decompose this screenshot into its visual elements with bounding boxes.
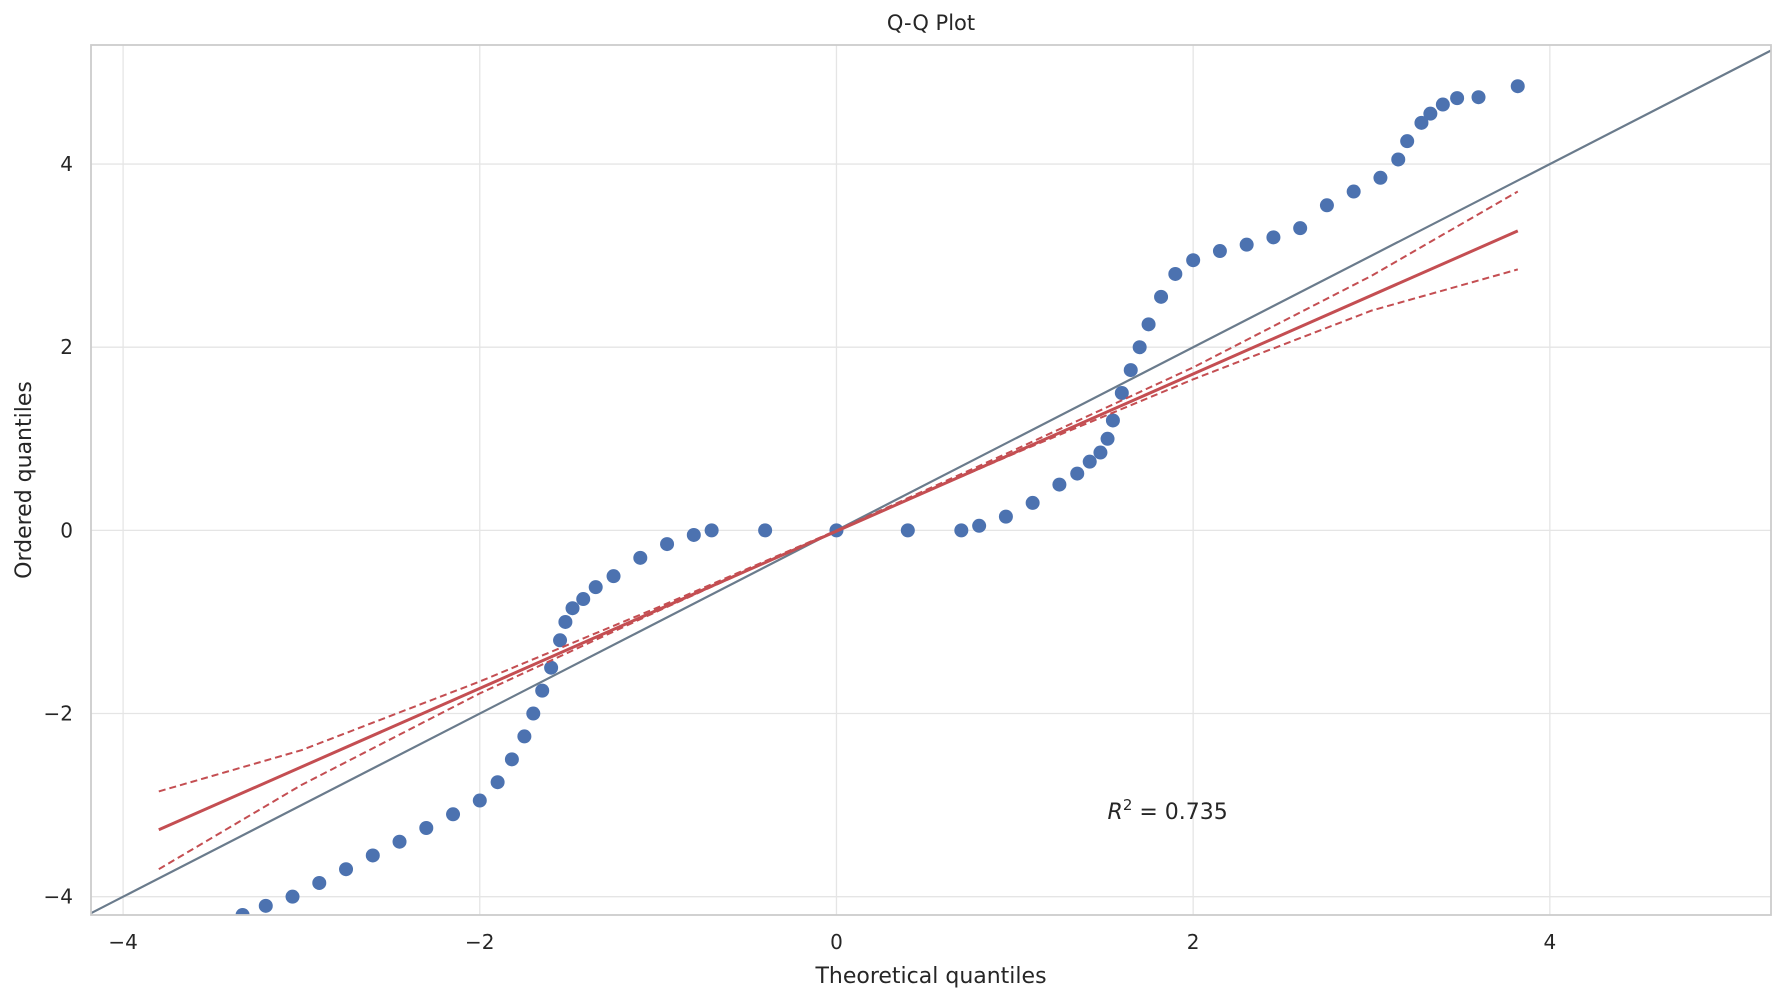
data-point xyxy=(1154,289,1169,304)
data-point xyxy=(1435,97,1450,112)
confidence-band-upper xyxy=(158,190,1519,793)
data-point xyxy=(419,821,434,835)
grid xyxy=(91,45,1771,915)
y-tick-label: −4 xyxy=(44,885,73,909)
y-tick-label: 0 xyxy=(60,518,73,542)
data-point xyxy=(1510,79,1525,94)
data-point xyxy=(1025,495,1040,510)
data-point xyxy=(446,807,461,822)
fit-line xyxy=(158,229,1519,832)
data-point xyxy=(1100,431,1115,446)
y-tick-label: 2 xyxy=(60,335,73,359)
data-point xyxy=(565,601,580,616)
data-point xyxy=(235,908,250,915)
data-point xyxy=(1093,445,1108,460)
data-point xyxy=(660,537,675,552)
data-point xyxy=(535,683,550,698)
data-point xyxy=(998,509,1013,524)
data-point xyxy=(900,523,915,538)
data-point xyxy=(1123,363,1138,378)
data-point xyxy=(758,523,773,538)
data-point xyxy=(544,660,559,675)
data-point xyxy=(1266,230,1281,245)
data-point xyxy=(633,550,648,565)
data-point xyxy=(1373,170,1388,185)
data-point xyxy=(1239,237,1254,252)
x-tick-label: −4 xyxy=(108,930,137,954)
data-point xyxy=(576,592,591,607)
data-point xyxy=(606,569,621,584)
data-point xyxy=(1414,115,1429,130)
data-point xyxy=(285,889,300,904)
data-point xyxy=(517,729,532,744)
data-point xyxy=(1105,413,1120,428)
y-axis-label: Ordered quantiles xyxy=(12,381,37,579)
data-point xyxy=(392,834,407,849)
annotation-value: = 0.735 xyxy=(1132,800,1227,825)
data-point xyxy=(312,875,327,890)
r-squared-annotation: R2 = 0.735 xyxy=(1108,796,1228,825)
data-point xyxy=(1052,477,1067,492)
y-tick-label: −2 xyxy=(44,702,73,726)
data-point xyxy=(490,775,505,790)
data-point xyxy=(558,614,573,629)
data-point xyxy=(1070,466,1085,481)
data-point xyxy=(1450,91,1465,106)
data-point xyxy=(472,793,487,808)
data-point xyxy=(1293,221,1308,236)
x-tick-label: 4 xyxy=(1543,930,1556,954)
data-point xyxy=(1186,253,1201,268)
data-point xyxy=(1400,134,1415,149)
data-point xyxy=(1168,266,1183,281)
data-point xyxy=(553,633,568,648)
data-point xyxy=(704,523,719,538)
data-point xyxy=(686,527,701,542)
data-point xyxy=(258,898,273,913)
tick-labels: −4 −2 0 2 4 −4 −2 0 2 4 xyxy=(44,152,1557,954)
data-point xyxy=(1212,244,1227,259)
data-point xyxy=(526,706,541,721)
data-point xyxy=(1132,340,1147,355)
data-point xyxy=(1082,454,1097,469)
data-point xyxy=(972,518,987,533)
data-point xyxy=(588,580,603,595)
data-point xyxy=(1141,317,1156,332)
data-point xyxy=(1423,106,1438,121)
annotation-superscript: 2 xyxy=(1123,796,1133,814)
data-point xyxy=(1346,184,1361,199)
y-tick-label: 4 xyxy=(60,152,73,176)
data-point xyxy=(1114,386,1129,400)
data-point xyxy=(954,523,969,538)
data-point xyxy=(1391,152,1406,167)
x-tick-label: 2 xyxy=(1187,930,1200,954)
plot-area xyxy=(91,49,1771,915)
data-point xyxy=(1319,198,1334,213)
axes-frame xyxy=(90,44,1772,916)
chart-title: Q-Q Plot xyxy=(887,11,975,35)
x-axis-label: Theoretical quantiles xyxy=(814,964,1046,989)
x-tick-label: −2 xyxy=(465,930,494,954)
x-tick-label: 0 xyxy=(830,930,843,954)
data-point xyxy=(504,752,519,767)
annotation-symbol: R xyxy=(1108,800,1123,825)
confidence-band-lower xyxy=(158,268,1519,871)
reference-line xyxy=(91,49,1771,915)
data-point xyxy=(339,862,354,877)
data-point xyxy=(365,848,380,863)
data-point xyxy=(1471,90,1486,105)
